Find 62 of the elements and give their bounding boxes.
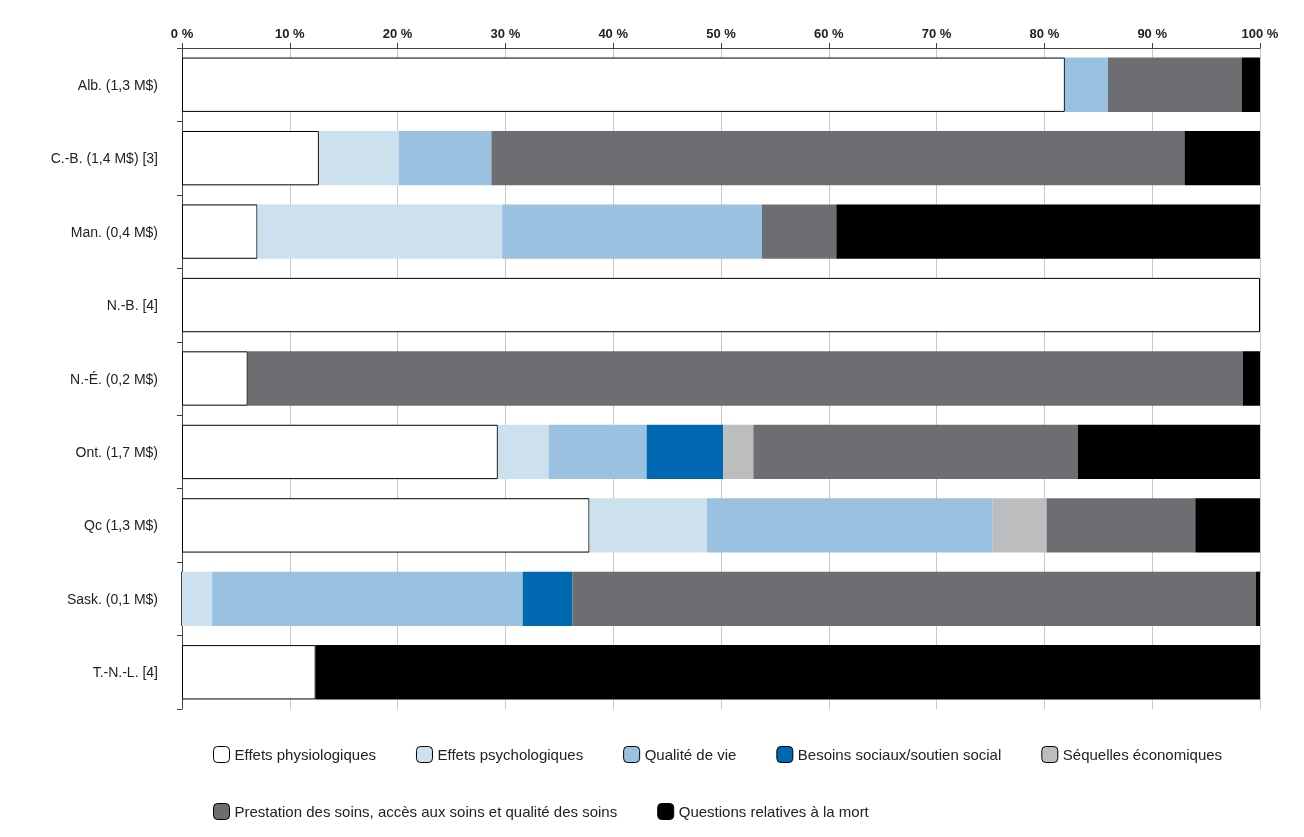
bar xyxy=(398,130,492,186)
bar xyxy=(1242,351,1260,406)
legend-label: Effets psychologiques xyxy=(437,746,584,763)
bar xyxy=(182,351,248,406)
x-tick-label: 0 % xyxy=(170,26,194,41)
bar xyxy=(1046,498,1196,553)
y-tick-label: Alb. (1,3 M$) xyxy=(77,76,158,93)
bar xyxy=(1064,57,1108,112)
x-tick-label: 90 % xyxy=(1137,26,1168,41)
legend-label: Effets physiologiques xyxy=(234,746,376,763)
y-tick-label: Qc (1,3 M$) xyxy=(84,517,158,534)
y-tick-label: Sask. (0,1 M$) xyxy=(66,590,158,607)
y-tick-label: Ont. (1,7 M$) xyxy=(75,443,158,460)
y-tick-label: N.-É. (0,2 M$) xyxy=(70,370,158,387)
x-tick-label: 20 % xyxy=(382,26,413,41)
x-tick-label: 100 % xyxy=(1241,26,1279,41)
legend-label: Séquelles économiques xyxy=(1062,746,1223,763)
bar xyxy=(182,424,498,480)
x-tick-label: 10 % xyxy=(274,26,306,41)
x-tick-label: 80 % xyxy=(1029,26,1060,41)
bar xyxy=(1195,498,1260,553)
bar xyxy=(318,130,399,186)
x-tick-label: 60 % xyxy=(813,26,845,41)
bar xyxy=(548,424,647,480)
bar xyxy=(502,204,762,259)
bar xyxy=(1241,57,1260,112)
bar xyxy=(522,571,573,627)
legend-label: Prestation des soins, accès aux soins et qualité des soins xyxy=(234,803,618,820)
legend-label: Qualité de vie xyxy=(644,746,737,763)
x-tick-label: 40 % xyxy=(598,26,629,41)
bar xyxy=(182,130,319,186)
bar xyxy=(761,204,837,259)
bar xyxy=(646,424,724,480)
legend-label: Besoins sociaux/soutien social xyxy=(797,746,1002,763)
x-tick-label: 70 % xyxy=(921,26,952,41)
y-tick-label: C.-B. (1,4 M$) [3] xyxy=(50,150,158,167)
bar xyxy=(182,277,1260,333)
bar xyxy=(1108,57,1242,112)
y-tick-label: Man. (0,4 M$) xyxy=(70,223,158,240)
x-tick-label: 50 % xyxy=(706,26,737,41)
bar xyxy=(706,498,993,553)
bar xyxy=(182,571,213,627)
y-tick-label: N.-B. [4] xyxy=(106,297,158,314)
bar xyxy=(1077,424,1260,480)
bar xyxy=(1255,571,1260,627)
y-tick-label: T.-N.-L. [4] xyxy=(92,664,158,681)
bar xyxy=(247,351,1243,406)
bar xyxy=(836,204,1260,259)
bar xyxy=(212,571,523,627)
bar xyxy=(572,571,1256,627)
x-tick-label: 30 % xyxy=(490,26,521,41)
bar xyxy=(257,204,503,259)
bar xyxy=(589,498,707,553)
legend-label: Questions relatives à la mort xyxy=(678,803,870,820)
bar xyxy=(491,130,1185,186)
bar xyxy=(182,57,1065,112)
bar xyxy=(753,424,1078,480)
bar xyxy=(182,498,590,553)
bar xyxy=(723,424,754,480)
bar xyxy=(1184,130,1260,186)
bar xyxy=(497,424,549,480)
bar xyxy=(182,204,258,259)
